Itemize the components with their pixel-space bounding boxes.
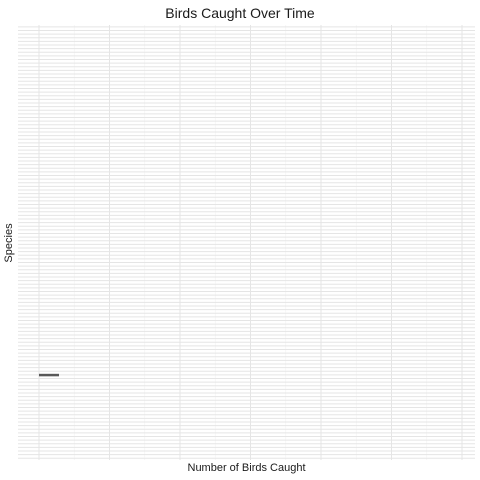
y-axis-title: Species xyxy=(3,222,15,263)
x-axis-title: Number of Birds Caught xyxy=(187,462,306,474)
bar xyxy=(39,373,59,377)
vertical-gridlines xyxy=(38,25,463,460)
horizontal-gridlines xyxy=(18,26,475,459)
bar-series xyxy=(39,373,59,377)
y-axis-title-wrap: Species xyxy=(0,25,18,460)
plot-panel xyxy=(18,25,475,460)
chart-title: Birds Caught Over Time xyxy=(165,5,315,21)
